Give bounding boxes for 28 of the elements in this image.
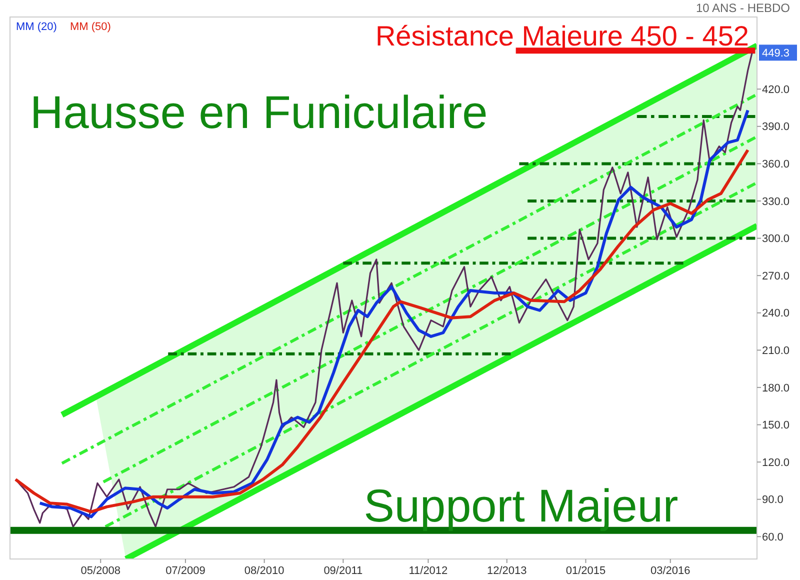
x-tick-label: 09/2011	[324, 565, 363, 577]
text: 449.3	[762, 48, 790, 60]
y-tick-label: 90.0	[762, 494, 784, 506]
text: 10 ANS - HEBDO	[696, 1, 790, 15]
y-tick-label: 240.0	[762, 308, 790, 320]
y-tick-label: 300.0	[762, 233, 790, 246]
x-tick-label: 03/2016	[650, 565, 690, 577]
text: MM (20)	[16, 21, 57, 33]
x-tick-label: 05/2008	[80, 565, 120, 577]
text: MM (50)	[70, 21, 111, 33]
y-tick-label: 330.0	[762, 196, 790, 208]
x-tick-label: 08/2010	[244, 565, 284, 577]
x-tick-label: 07/2009	[166, 565, 206, 577]
y-tick-label: 60.0	[762, 531, 784, 544]
annotation: Support Majeur	[364, 479, 678, 532]
y-tick-label: 420.0	[762, 84, 790, 96]
y-tick-label: 270.0	[762, 270, 790, 282]
y-tick-label: 390.0	[762, 121, 790, 134]
annotation: Hausse en Funiculaire	[30, 86, 488, 138]
x-tick-label: 12/2013	[486, 565, 527, 577]
y-tick-label: 150.0	[762, 420, 790, 432]
x-tick-label: 01/2015	[566, 565, 606, 577]
y-tick-label: 180.0	[762, 382, 790, 394]
y-tick-label: 120.0	[762, 456, 790, 469]
y-tick-label: 360.0	[762, 158, 790, 171]
y-tick-label: 210.0	[762, 345, 790, 358]
x-tick-label: 11/2012	[408, 565, 448, 577]
annotation: Résistance Majeure 450 - 452	[375, 20, 750, 52]
